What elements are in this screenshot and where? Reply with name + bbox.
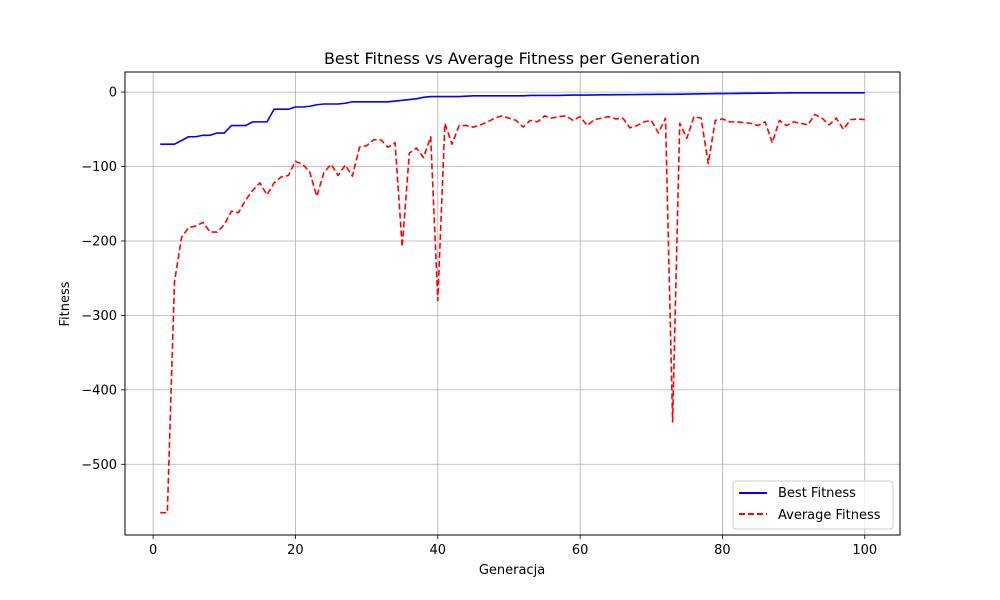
y-tick-label: −300 <box>81 309 117 324</box>
y-axis-label: Fitness <box>58 281 73 326</box>
plot-frame <box>124 71 901 536</box>
legend: Best Fitness Average Fitness <box>732 480 894 530</box>
y-tick-label: −200 <box>81 234 117 249</box>
chart-title: Best Fitness vs Average Fitness per Gene… <box>324 49 700 68</box>
x-tick-label: 0 <box>149 543 157 558</box>
x-axis-label: Generacja <box>479 563 545 578</box>
x-tick-label: 100 <box>852 543 877 558</box>
y-tick-label: −500 <box>81 458 117 473</box>
grid-lines <box>125 72 900 535</box>
y-tick-label: −400 <box>81 383 117 398</box>
series-lines <box>160 92 865 514</box>
y-tick-label: 0 <box>109 86 117 101</box>
x-tick-label: 40 <box>430 543 447 558</box>
series-line-best-fitness <box>160 92 865 145</box>
x-tick-label: 20 <box>287 543 304 558</box>
x-tick-label: 60 <box>572 543 589 558</box>
axis-ticks: 0 20 40 60 80 100 −500 −400 −300 −200 −100 0 <box>81 86 877 558</box>
series-line-average-fitness <box>160 113 865 514</box>
x-tick-label: 80 <box>714 543 731 558</box>
legend-label-average-fitness: Average Fitness <box>778 508 881 523</box>
y-tick-label: −100 <box>81 160 117 175</box>
legend-label-best-fitness: Best Fitness <box>778 486 856 501</box>
legend-box <box>732 480 894 530</box>
